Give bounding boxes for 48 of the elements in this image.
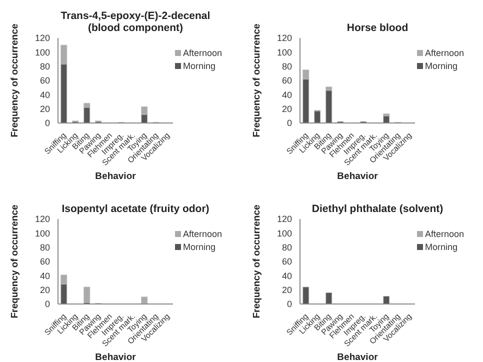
legend-label: Morning	[425, 61, 458, 71]
y-tick-label: 80	[282, 62, 292, 72]
y-tick-label: 120	[276, 214, 292, 224]
y-tick-label: 20	[40, 285, 50, 296]
y-axis-title: Frequency of occurrence	[251, 204, 262, 318]
y-tick-label: 0	[286, 299, 292, 310]
y-axis-title: Frequency of occurrence	[9, 24, 20, 138]
y-tick-label: 20	[282, 104, 292, 114]
legend-label: Afternoon	[183, 48, 222, 58]
legend-label: Morning	[425, 242, 458, 252]
y-tick-label: 20	[282, 285, 292, 296]
chart-title: Horse blood	[346, 22, 408, 34]
legend-label: Afternoon	[183, 229, 222, 239]
y-tick-label: 100	[276, 228, 292, 238]
legend-label: Afternoon	[425, 229, 464, 239]
legend-label: Morning	[183, 61, 216, 71]
x-axis-title: Behavior	[337, 352, 378, 362]
x-axis-title: Behavior	[337, 171, 378, 182]
x-axis-title: Behavior	[95, 352, 136, 362]
y-tick-label: 0	[44, 299, 50, 310]
y-tick-label: 60	[282, 76, 292, 86]
y-tick-label: 80	[40, 62, 50, 72]
y-tick-label: 120	[34, 214, 50, 224]
y-tick-label: 100	[276, 47, 292, 58]
y-tick-label: 120	[276, 33, 292, 44]
chart-title: Diethyl phthalate (solvent)	[312, 203, 444, 215]
y-tick-label: 60	[40, 256, 50, 267]
y-axis-title: Frequency of occurrence	[251, 24, 262, 138]
y-tick-label: 40	[40, 90, 50, 100]
y-tick-label: 0	[286, 118, 292, 128]
y-axis-title: Frequency of occurrence	[9, 204, 20, 318]
y-tick-label: 40	[40, 270, 50, 281]
y-tick-label: 100	[34, 228, 50, 238]
y-tick-label: 120	[34, 33, 50, 44]
y-tick-label: 0	[44, 118, 50, 128]
y-tick-label: 60	[40, 76, 50, 86]
y-tick-label: 80	[282, 242, 292, 253]
y-tick-label: 60	[282, 256, 292, 267]
x-axis-title: Behavior	[95, 171, 136, 182]
y-tick-label: 40	[282, 270, 292, 281]
chart-title: Isopentyl acetate (fruity odor)	[62, 203, 210, 215]
y-tick-label: 100	[34, 47, 50, 58]
y-tick-label: 20	[40, 104, 50, 114]
y-tick-label: 80	[40, 242, 50, 253]
legend-label: Morning	[183, 242, 216, 252]
legend-label: Afternoon	[425, 48, 464, 58]
y-tick-label: 40	[282, 90, 292, 100]
chart-title: Trans-4,5-epoxy-(E)-2-decenal (blood component)	[60, 10, 210, 34]
